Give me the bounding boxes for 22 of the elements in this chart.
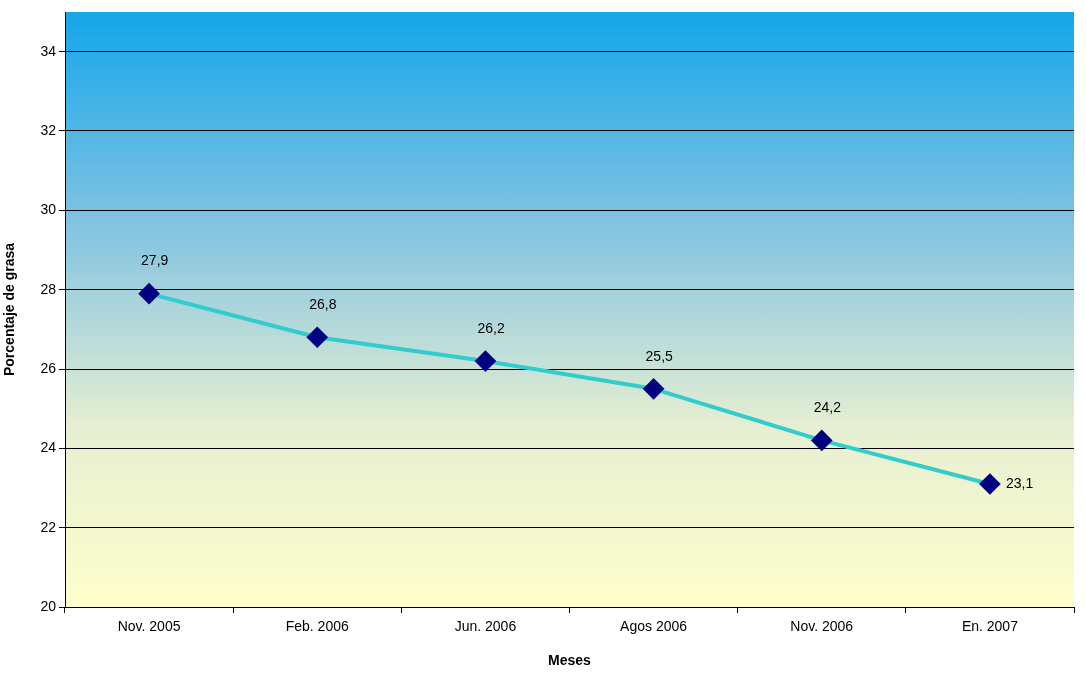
data-label: 23,1 [1005,474,1034,491]
y-tick-label: 30 [40,201,57,218]
y-tick-label: 20 [40,597,57,614]
x-tick-label: Jun. 2006 [454,618,517,635]
x-tick-label: Feb. 2006 [285,618,349,635]
y-tick-label: 34 [40,42,57,59]
data-label: 25,5 [645,347,674,364]
x-tick-label: En. 2007 [961,618,1019,635]
y-tick-label: 32 [40,121,57,138]
data-label: 27,9 [141,252,169,269]
x-tick-label: Agos 2006 [620,618,688,635]
y-tick-label: 22 [40,518,57,535]
x-tick-label: Nov. 2005 [117,618,181,635]
x-tick-label: Nov. 2006 [790,618,854,635]
data-label: 26,2 [477,319,505,336]
y-axis-title: Porcentaje de grasa [1,242,18,377]
y-tick-label: 26 [40,359,57,376]
y-tick-label: 28 [40,280,57,297]
y-tick-label: 24 [40,439,57,456]
data-label: 24,2 [813,399,842,416]
x-axis-title: Meses [548,652,592,669]
data-label: 26,8 [309,296,337,313]
